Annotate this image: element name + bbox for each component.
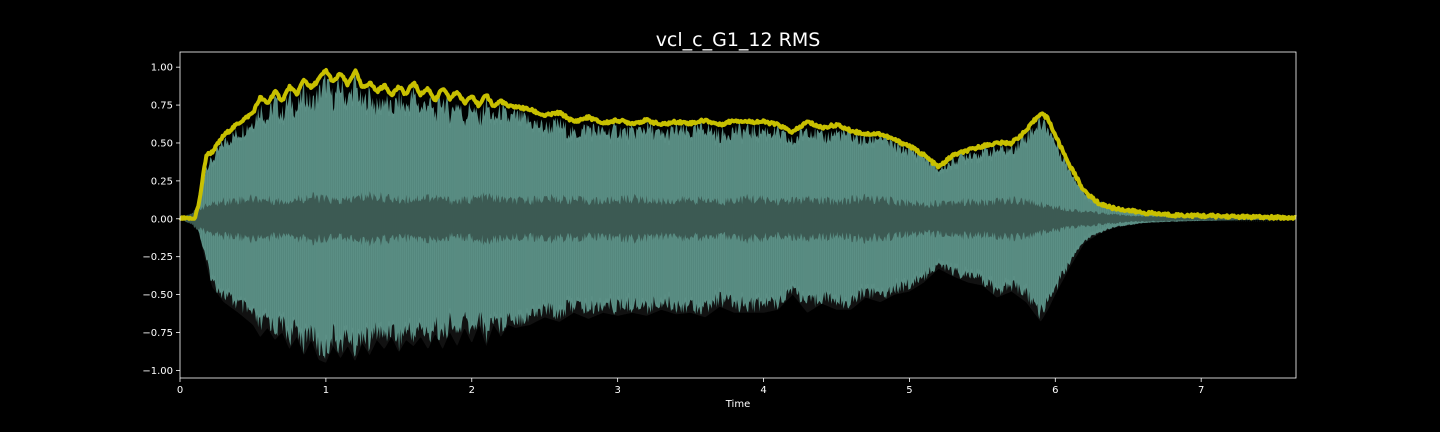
x-tick-label: 6 [1052,385,1058,396]
axes: 0 1 2 3 4 5 6 7 −1.00 −0.75 −0.50 −0.25 0.00 0.25 0.50… [142,51,1297,396]
x-tick-label: 7 [1198,385,1204,396]
x-tick-label: 5 [906,385,912,396]
x-tick-label: 3 [614,385,620,396]
x-tick-label: 0 [177,385,183,396]
rms-envelope-line [178,68,1297,221]
plot-area [178,52,1297,378]
chart-title: vcl_c_G1_12 RMS [656,29,821,51]
y-tick-label: −0.25 [142,252,173,263]
y-tick-label: 1.00 [151,63,173,74]
x-tick-label: 1 [323,385,329,396]
y-tick-label: 0.75 [151,101,173,112]
y-tick-label: −0.50 [142,290,173,301]
y-tick-label: −0.75 [142,328,173,339]
y-tick-label: 0.25 [151,176,173,187]
y-tick-label: 0.50 [151,138,173,149]
waveform-inner-body [180,191,1296,247]
y-tick-label: −1.00 [142,366,173,377]
y-tick-label: 0.00 [151,214,173,225]
axes-frame [179,51,1297,379]
x-tick-label: 2 [469,385,475,396]
x-tick-label: 4 [760,385,766,396]
x-axis-label: Time [725,399,750,410]
